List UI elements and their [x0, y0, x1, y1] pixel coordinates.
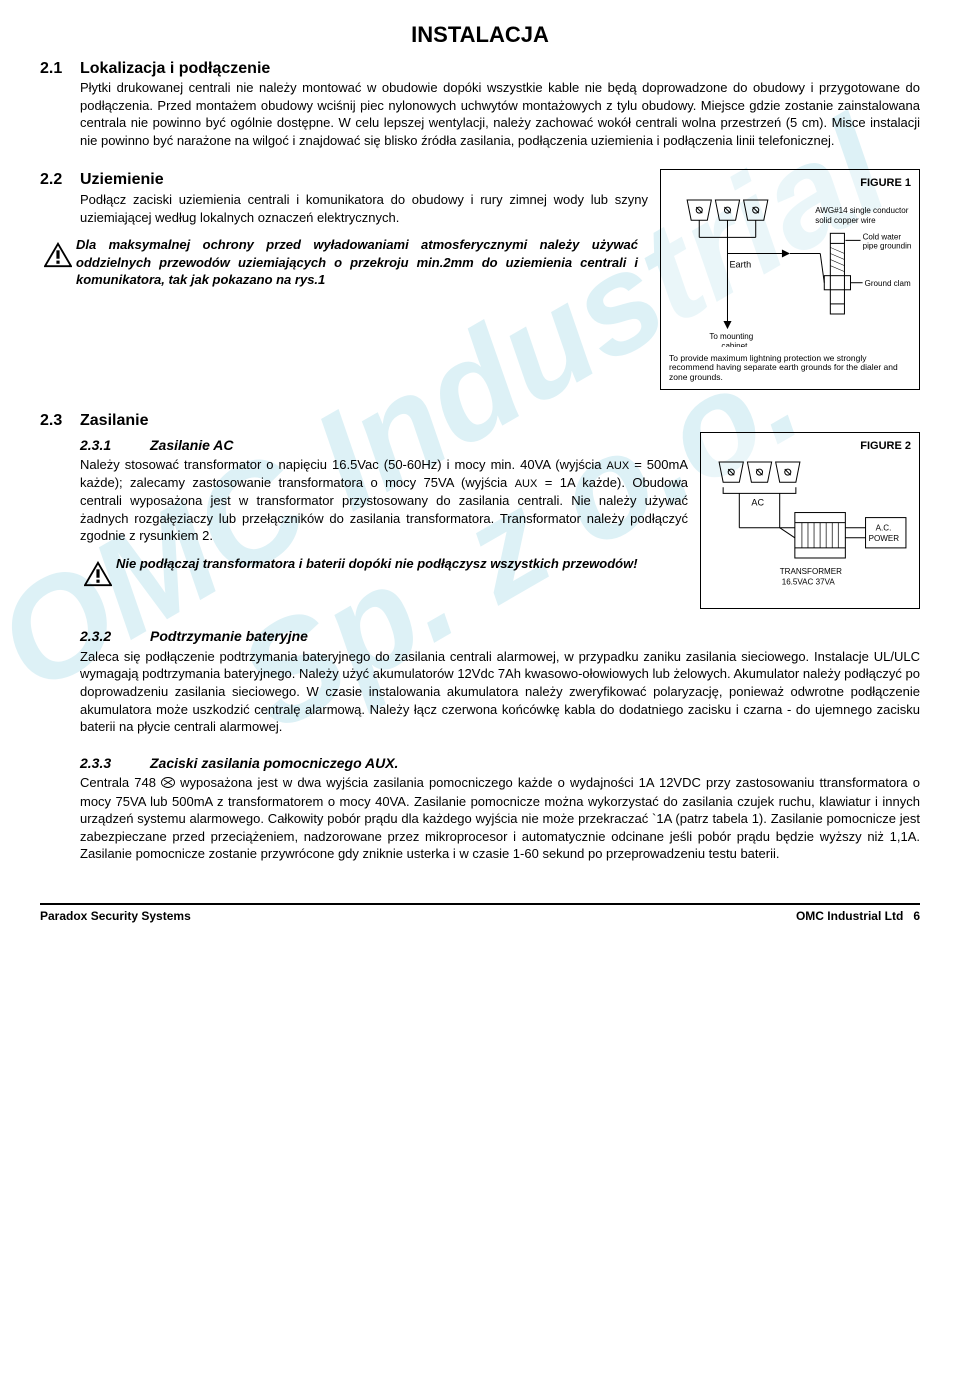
sec-2-3-2-title: Podtrzymanie bateryjne	[150, 627, 308, 646]
sec-2-3-num: 2.3	[40, 410, 80, 432]
sec-2-2-warning: Dla maksymalnej ochrony przed wyładowani…	[76, 236, 648, 289]
fig2-spec: 16.5VAC 37VA	[782, 578, 836, 587]
page-content: INSTALACJA 2.1 Lokalizacja i podłączenie…	[40, 20, 920, 924]
sec-2-3-1-body: Należy stosować transformator o napięciu…	[80, 456, 688, 544]
fig1-wire2: solid copper wire	[815, 217, 876, 226]
warning-icon	[80, 555, 116, 592]
section-2-2: 2.2 Uziemienie Podłącz zaciski uziemieni…	[40, 169, 920, 390]
sec-2-3-title: Zasilanie	[80, 410, 148, 432]
sec-2-3-3-title: Zaciski zasilania pomocniczego AUX.	[150, 754, 398, 773]
fig2-trans: TRANSFORMER	[780, 568, 842, 577]
sec-2-1-title: Lokalizacja i podłączenie	[80, 58, 270, 80]
warning-icon	[40, 236, 76, 273]
figure-1-caption: To provide maximum lightning protection …	[669, 354, 911, 383]
fig2-power2: POWER	[869, 534, 900, 543]
sec-2-1-body: Płytki drukowanej centrali nie należy mo…	[80, 79, 920, 149]
fig2-power1: A.C.	[876, 524, 892, 533]
figure-2-svg: AC	[709, 457, 911, 598]
figure-2-label: FIGURE 2	[709, 439, 911, 454]
figure-1: FIGURE 1	[660, 169, 920, 390]
fig1-clamp: Ground clamp	[865, 279, 911, 288]
figure-2: FIGURE 2 AC	[700, 432, 920, 609]
sec-2-1-num: 2.1	[40, 58, 80, 80]
sec-2-3-1-title: Zasilanie AC	[150, 436, 234, 455]
page-number: 6	[913, 909, 920, 923]
sec-2-3-1-num: 2.3.1	[80, 436, 150, 455]
page-footer: Paradox Security Systems OMC Industrial …	[40, 903, 920, 924]
figure-1-label: FIGURE 1	[669, 176, 911, 191]
footer-left: Paradox Security Systems	[40, 908, 191, 924]
sec-2-3-2-num: 2.3.2	[80, 627, 150, 646]
sec-2-3-2-body: Zaleca się podłączenie podtrzymania bate…	[80, 648, 920, 736]
figure-1-svg: Earth AWG#14 single conductor solid copp…	[669, 195, 911, 346]
sec-2-2-body: Podłącz zaciski uziemienia centrali i ko…	[80, 191, 648, 226]
section-2-3: 2.3 Zasilanie 2.3.1 Zasilanie AC Należy …	[40, 410, 920, 863]
footer-right: OMC Industrial Ltd 6	[796, 908, 920, 924]
sec-2-3-3-body: Centrala 748 wyposażona jest w dwa wyjśc…	[80, 774, 920, 863]
sec-2-2-title: Uziemienie	[80, 169, 164, 191]
fig2-ac: AC	[751, 498, 764, 508]
sec-2-3-1-warning: Nie podłączaj transformatora i baterii d…	[116, 555, 688, 573]
fig1-earth: Earth	[730, 260, 752, 270]
fig1-pipe2: pipe grounding	[863, 242, 911, 251]
fig1-pipe1: Cold water	[863, 233, 902, 242]
sec-2-2-num: 2.2	[40, 169, 80, 191]
section-2-1: 2.1 Lokalizacja i podłączenie Płytki dru…	[40, 58, 920, 150]
fig1-wire1: AWG#14 single conductor	[815, 206, 909, 215]
page-title: INSTALACJA	[40, 20, 920, 50]
device-icon	[161, 775, 175, 793]
fig1-cab1: To mounting	[709, 333, 753, 342]
sec-2-3-3-num: 2.3.3	[80, 754, 150, 773]
fig1-cab2: cabinet	[721, 342, 748, 347]
